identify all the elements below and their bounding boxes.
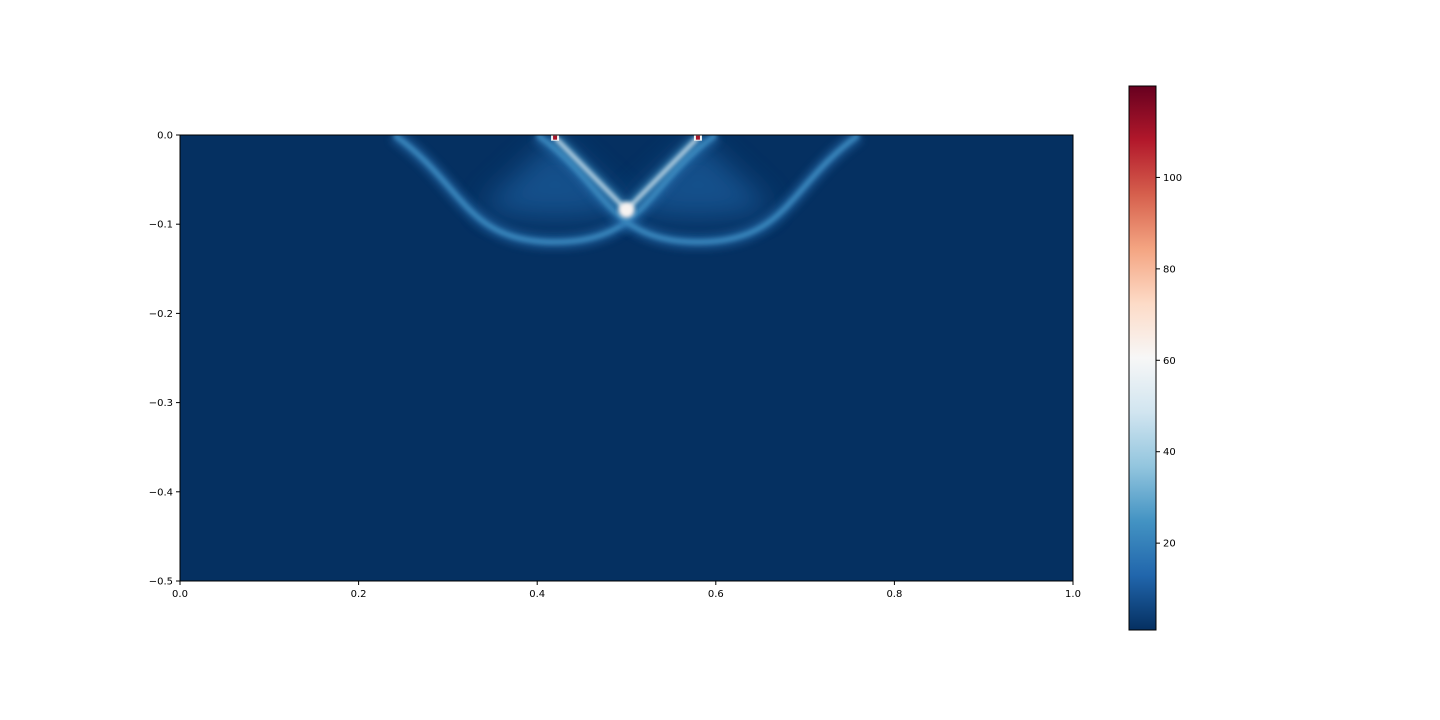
y-tick-label: 0.0 xyxy=(157,131,173,142)
ray-4 xyxy=(625,136,700,211)
colorbar-tick-label: 60 xyxy=(1163,356,1176,367)
y-tick-label: −0.2 xyxy=(149,309,173,320)
y-tick-label: −0.5 xyxy=(149,577,173,588)
colorbar-tick-label: 40 xyxy=(1163,447,1176,458)
y-tick-label: −0.1 xyxy=(149,220,173,231)
colorbar: 20 40 60 80 100 xyxy=(1128,85,1182,631)
heatmap-plot-area xyxy=(179,134,1074,582)
source-point-2 xyxy=(695,135,700,140)
x-tick-label: 0.6 xyxy=(708,589,724,600)
x-tick-label: 0.4 xyxy=(529,589,545,600)
colorbar-tick-label: 100 xyxy=(1163,173,1182,184)
colorbar-tick-label: 80 xyxy=(1163,264,1176,275)
x-axis: 0.0 0.2 0.4 0.6 0.8 1.0 xyxy=(172,581,1081,600)
heatmap-features xyxy=(390,135,863,250)
colorbar-tick-label: 20 xyxy=(1163,539,1176,550)
source-point-1 xyxy=(553,135,558,140)
plot-frame xyxy=(179,134,1074,582)
wavefront-6 xyxy=(535,135,861,245)
x-tick-label: 1.0 xyxy=(1065,589,1081,600)
x-tick-label: 0.8 xyxy=(886,589,902,600)
colorbar-ticks: 20 40 60 80 100 xyxy=(1156,173,1182,550)
wavefront-5 xyxy=(392,135,718,245)
x-tick-label: 0.2 xyxy=(351,589,367,600)
y-axis: 0.0 −0.1 −0.2 −0.3 −0.4 −0.5 xyxy=(149,131,180,588)
colorbar-gradient xyxy=(1128,85,1157,631)
y-tick-label: −0.3 xyxy=(149,398,173,409)
y-tick-label: −0.4 xyxy=(149,487,173,498)
ray-3 xyxy=(553,136,628,211)
crossing-point xyxy=(618,201,635,218)
heatmap-background xyxy=(180,135,1073,581)
x-tick-label: 0.0 xyxy=(172,589,188,600)
